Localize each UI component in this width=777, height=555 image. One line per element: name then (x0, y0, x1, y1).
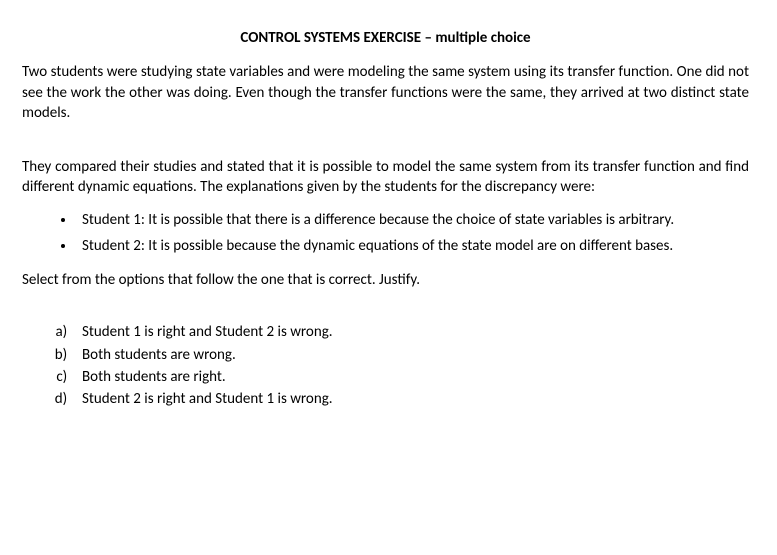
spacer (22, 135, 749, 157)
page-title: CONTROL SYSTEMS EXERCISE – multiple choi… (22, 28, 749, 48)
option-a: Student 1 is right and Student 2 is wron… (74, 322, 749, 342)
option-d: Student 2 is right and Student 1 is wron… (74, 389, 749, 409)
intro-paragraph-1: Two students were studying state variabl… (22, 62, 749, 123)
list-item: Student 2: It is possible because the dy… (76, 236, 749, 256)
explanations-list: Student 1: It is possible that there is … (22, 210, 749, 257)
intro-paragraph-2: They compared their studies and stated t… (22, 157, 749, 198)
option-c: Both students are right. (74, 367, 749, 387)
option-b: Both students are wrong. (74, 345, 749, 365)
instruction-line: Select from the options that follow the … (22, 270, 749, 290)
options-list: Student 1 is right and Student 2 is wron… (22, 322, 749, 409)
spacer (22, 302, 749, 322)
exercise-page: CONTROL SYSTEMS EXERCISE – multiple choi… (0, 0, 777, 555)
list-item: Student 1: It is possible that there is … (76, 210, 749, 230)
